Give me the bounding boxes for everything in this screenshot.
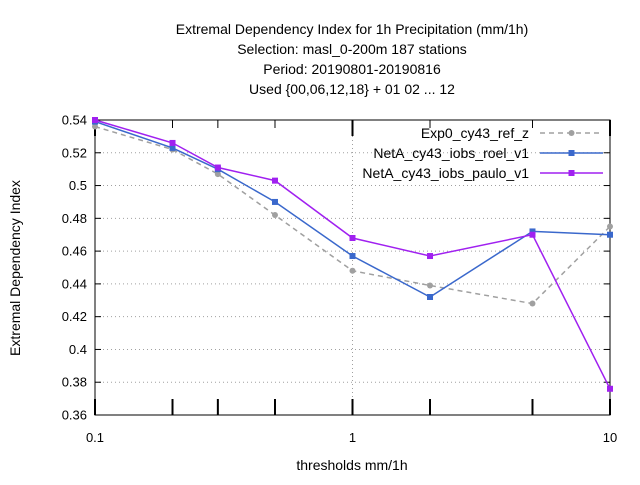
legend-marker	[568, 130, 575, 136]
data-point	[427, 282, 434, 289]
data-point	[607, 385, 613, 392]
legend-label: Exp0_cy43_ref_z	[421, 125, 529, 141]
data-point	[214, 164, 221, 171]
y-tick-label: 0.52	[62, 145, 87, 160]
series-line	[94, 120, 611, 298]
x-tick-label: 10	[603, 430, 617, 445]
y-tick-label: 0.38	[62, 375, 87, 390]
y-tick-label: 0.46	[62, 244, 87, 259]
data-point	[607, 231, 613, 238]
data-point	[92, 123, 98, 130]
series-1	[92, 123, 613, 307]
data-point	[214, 171, 221, 178]
chart-title-line: Used {00,06,12,18} + 01 02 ... 12	[249, 81, 455, 97]
series-group	[92, 117, 613, 392]
y-axis-label: Extremal Dependency Index	[7, 180, 23, 356]
series-3	[92, 117, 613, 392]
data-point	[271, 198, 278, 205]
data-point	[271, 212, 278, 219]
data-point	[529, 228, 536, 235]
grid	[95, 120, 610, 415]
data-point	[169, 144, 176, 151]
data-point	[92, 117, 98, 123]
y-tick-label: 0.4	[69, 342, 87, 357]
x-tick-label: 0.1	[86, 430, 104, 445]
y-tick-label: 0.48	[62, 211, 87, 226]
data-point	[349, 253, 356, 260]
y-tick-label: 0.42	[62, 309, 87, 324]
data-point	[427, 253, 434, 260]
data-point	[169, 139, 176, 146]
data-point	[427, 294, 434, 300]
chart-text: 0.36 0.38 0.4 0.42 0.44 0.46 0.48 0.5 0.52 0.54 0.…	[7, 21, 617, 473]
y-tick-label: 0.5	[69, 178, 87, 193]
x-tick-label: 1	[349, 430, 356, 445]
chart-title-line: Period: 20190801-20190816	[263, 61, 441, 77]
series-line	[94, 125, 611, 305]
series-line	[94, 119, 611, 390]
y-tick-label: 0.54	[62, 113, 87, 128]
data-point	[529, 231, 536, 238]
legend-marker	[568, 150, 575, 156]
legend-label: NetA_cy43_iobs_paulo_v1	[362, 165, 529, 181]
legend-marker	[568, 170, 575, 176]
data-point	[271, 177, 278, 184]
x-axis-label: thresholds mm/1h	[296, 457, 407, 473]
legend: Exp0_cy43_ref_z NetA_cy43_iobs_roel_v1 Net…	[362, 125, 603, 181]
data-point	[607, 223, 613, 230]
data-point	[529, 300, 536, 307]
y-tick-label: 0.44	[62, 276, 87, 291]
data-point	[349, 235, 356, 241]
chart-title-line: Selection: masl_0-200m 187 stations	[237, 41, 467, 57]
data-point	[349, 267, 356, 274]
y-tick-label: 0.36	[62, 408, 87, 423]
chart-title-line: Extremal Dependency Index for 1h Precipi…	[176, 21, 529, 37]
legend-label: NetA_cy43_iobs_roel_v1	[373, 145, 529, 161]
